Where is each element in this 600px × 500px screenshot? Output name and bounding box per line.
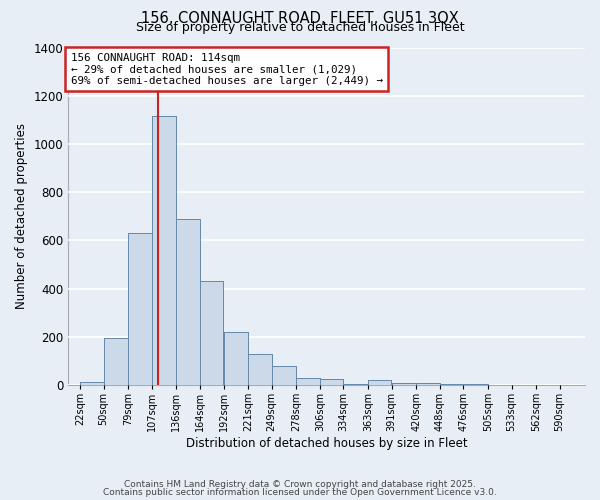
Bar (464, 384, 488, 385)
Bar (320, 379, 343, 385)
Bar (224, 332, 248, 385)
Bar (200, 282, 223, 385)
Bar (440, 384, 463, 385)
Bar (80, 382, 104, 385)
Bar (368, 380, 391, 385)
X-axis label: Distribution of detached houses by size in Fleet: Distribution of detached houses by size … (186, 437, 467, 450)
Bar (464, 384, 488, 385)
Text: Contains public sector information licensed under the Open Government Licence v3: Contains public sector information licen… (103, 488, 497, 497)
Bar (104, 338, 128, 385)
Bar (128, 233, 152, 385)
Bar (224, 332, 248, 385)
Bar (344, 384, 368, 385)
Bar (152, 116, 176, 385)
Bar (80, 382, 104, 385)
Bar (296, 378, 320, 385)
Bar (320, 379, 343, 385)
Bar (248, 354, 272, 385)
Bar (392, 382, 416, 385)
Bar (272, 366, 296, 385)
Bar (344, 384, 368, 385)
Bar (200, 282, 223, 385)
Text: 156, CONNAUGHT ROAD, FLEET, GU51 3QX: 156, CONNAUGHT ROAD, FLEET, GU51 3QX (141, 11, 459, 26)
Bar (416, 382, 440, 385)
Bar (152, 116, 176, 385)
Text: Size of property relative to detached houses in Fleet: Size of property relative to detached ho… (136, 22, 464, 35)
Bar (248, 354, 272, 385)
Bar (128, 233, 152, 385)
Bar (176, 218, 200, 385)
Text: 156 CONNAUGHT ROAD: 114sqm
← 29% of detached houses are smaller (1,029)
69% of s: 156 CONNAUGHT ROAD: 114sqm ← 29% of deta… (71, 52, 383, 86)
Bar (416, 382, 440, 385)
Text: Contains HM Land Registry data © Crown copyright and database right 2025.: Contains HM Land Registry data © Crown c… (124, 480, 476, 489)
Bar (296, 378, 320, 385)
Bar (104, 338, 128, 385)
Bar (368, 380, 391, 385)
Y-axis label: Number of detached properties: Number of detached properties (15, 124, 28, 310)
Bar (392, 382, 416, 385)
Bar (272, 366, 296, 385)
Bar (440, 384, 463, 385)
Bar (176, 218, 200, 385)
